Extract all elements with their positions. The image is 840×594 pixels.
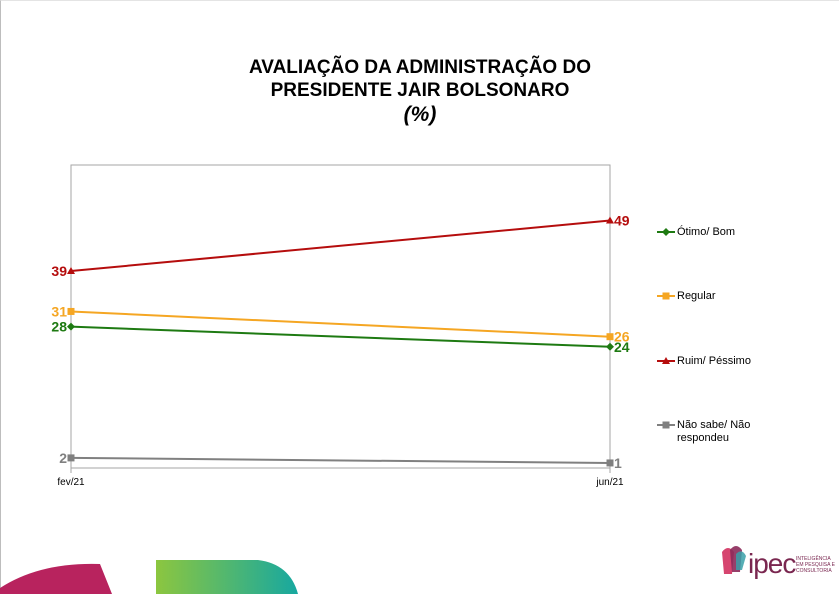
plot-area-frame [70,164,611,469]
data-label: 2 [59,450,67,466]
legend-label: Ótimo/ Bom [677,226,736,238]
legend-swatch [657,357,675,364]
ipec-logo-tagline: INTELIGÊNCIA EM PESQUISA E CONSULTORIA [796,556,835,574]
series-line [70,325,611,348]
ipec-logo-text: ipec [748,548,796,579]
data-point-square [606,333,614,341]
chart-title-unit: (%) [403,103,437,126]
ipec-logo-mark-icon [722,546,746,574]
series-line [70,310,611,338]
legend-label: Ruim/ Péssimo [677,355,751,367]
data-point-square [67,307,75,315]
data-label: 49 [614,213,630,229]
series-line [70,456,611,464]
data-label: 31 [51,303,67,319]
series-line [70,219,611,273]
legend-label: Regular [677,290,716,302]
data-label: 24 [614,339,630,355]
x-tick-label: jun/21 [595,477,624,488]
data-label: 39 [51,263,67,279]
ipec-logo: ipec INTELIGÊNCIA EM PESQUISA E CONSULTO… [714,542,835,582]
legend-swatch [657,292,675,300]
legend-label: Não sabe/ Não respondeu [677,419,751,444]
data-point-triangle [606,216,614,224]
data-point-diamond [67,322,75,331]
chart-title: AVALIAÇÃO DA ADMINISTRAÇÃO DO PRESIDENTE… [0,56,840,127]
legend-swatch [657,421,675,429]
data-point-triangle [67,267,75,275]
data-point-square [67,454,75,462]
chart-title-line1: AVALIAÇÃO DA ADMINISTRAÇÃO DO [249,57,591,78]
data-label: 1 [614,455,622,471]
data-point-square [606,459,614,467]
legend-swatch [657,228,675,236]
decorative-magenta-shape [0,563,112,594]
data-label: 26 [614,329,630,345]
data-point-diamond [606,342,614,351]
decorative-footer-shapes [0,560,298,594]
data-label: 28 [51,319,67,335]
decorative-gradient-shape [156,560,298,594]
x-tick-label: fev/21 [57,477,85,488]
chart-title-line2: PRESIDENTE JAIR BOLSONARO [270,80,570,101]
